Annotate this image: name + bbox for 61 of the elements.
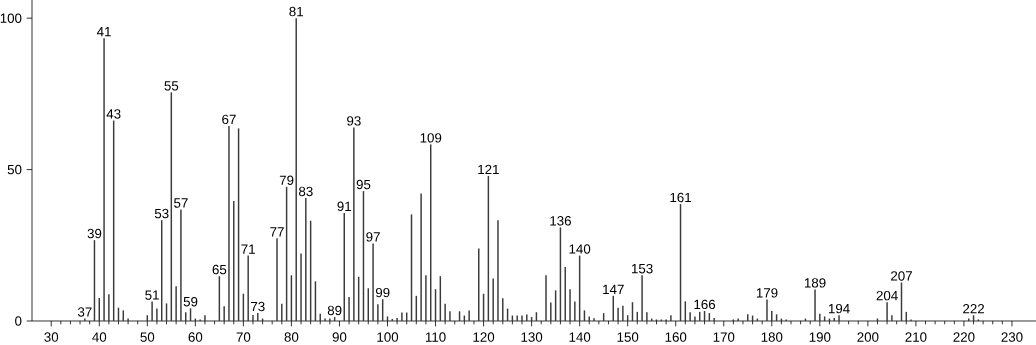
annotation: 81 [289, 6, 303, 17]
annotation: 91 [337, 201, 352, 212]
annotation: 99 [375, 287, 390, 298]
annotation: 166 [694, 299, 716, 310]
x-tick-label: 230 [1001, 332, 1023, 342]
x-tick-label: 120 [473, 332, 495, 342]
annotation: 83 [299, 186, 313, 197]
annotation: 207 [891, 271, 912, 281]
x-tick-label: 110 [425, 332, 446, 342]
annotation: 73 [251, 301, 265, 312]
annotation: 95 [356, 179, 371, 190]
annotation: 204 [876, 290, 898, 301]
annotation: 222 [963, 304, 985, 314]
y-tick-label: 100 [0, 13, 22, 23]
annotation: 67 [222, 114, 236, 125]
annotation: 71 [241, 244, 255, 254]
x-tick-label: 170 [713, 332, 735, 342]
annotation: 51 [145, 290, 159, 300]
annotation: 77 [270, 227, 284, 237]
annotation: 153 [631, 263, 653, 274]
x-tick-label: 210 [905, 332, 927, 342]
x-tick-label: 90 [332, 332, 347, 342]
annotation: 65 [212, 264, 227, 275]
annotation: 179 [756, 288, 778, 298]
x-tick-label: 30 [44, 332, 59, 342]
y-tick-label: 0 [15, 316, 22, 326]
annotation: 57 [174, 198, 188, 208]
annotation: 136 [550, 216, 571, 226]
x-tick-label: 130 [521, 332, 543, 342]
x-tick-label: 100 [377, 332, 399, 342]
annotation: 189 [804, 278, 826, 288]
y-tick-label: 50 [7, 164, 22, 175]
x-tick-label: 220 [953, 332, 975, 342]
annotation: 53 [154, 208, 169, 219]
annotation: 55 [164, 81, 179, 91]
x-tick-label: 140 [569, 332, 591, 342]
annotation: 194 [828, 303, 850, 314]
annotation: 37 [77, 307, 92, 317]
annotation: 89 [327, 305, 342, 316]
x-tick-label: 190 [809, 332, 831, 342]
x-tick-label: 200 [857, 332, 879, 342]
annotation: 140 [569, 244, 591, 254]
annotation: 59 [183, 296, 198, 307]
annotation: 109 [420, 133, 442, 143]
annotation: 43 [106, 109, 121, 119]
x-tick-label: 70 [236, 332, 251, 342]
annotation: 161 [670, 192, 691, 203]
annotation: 121 [478, 164, 499, 175]
x-tick-label: 40 [92, 332, 107, 342]
annotation: 41 [96, 27, 111, 37]
x-tick-label: 180 [761, 332, 783, 342]
annotation: 147 [603, 284, 624, 294]
x-tick-label: 80 [284, 332, 299, 342]
annotation: 93 [347, 116, 361, 126]
x-tick-label: 150 [617, 332, 639, 342]
x-tick-label: 160 [665, 332, 687, 342]
annotation: 79 [279, 175, 294, 185]
x-tick-label: 60 [188, 332, 203, 342]
x-tick-label: 50 [140, 332, 155, 342]
annotation: 39 [87, 228, 102, 239]
annotation: 97 [366, 232, 380, 242]
